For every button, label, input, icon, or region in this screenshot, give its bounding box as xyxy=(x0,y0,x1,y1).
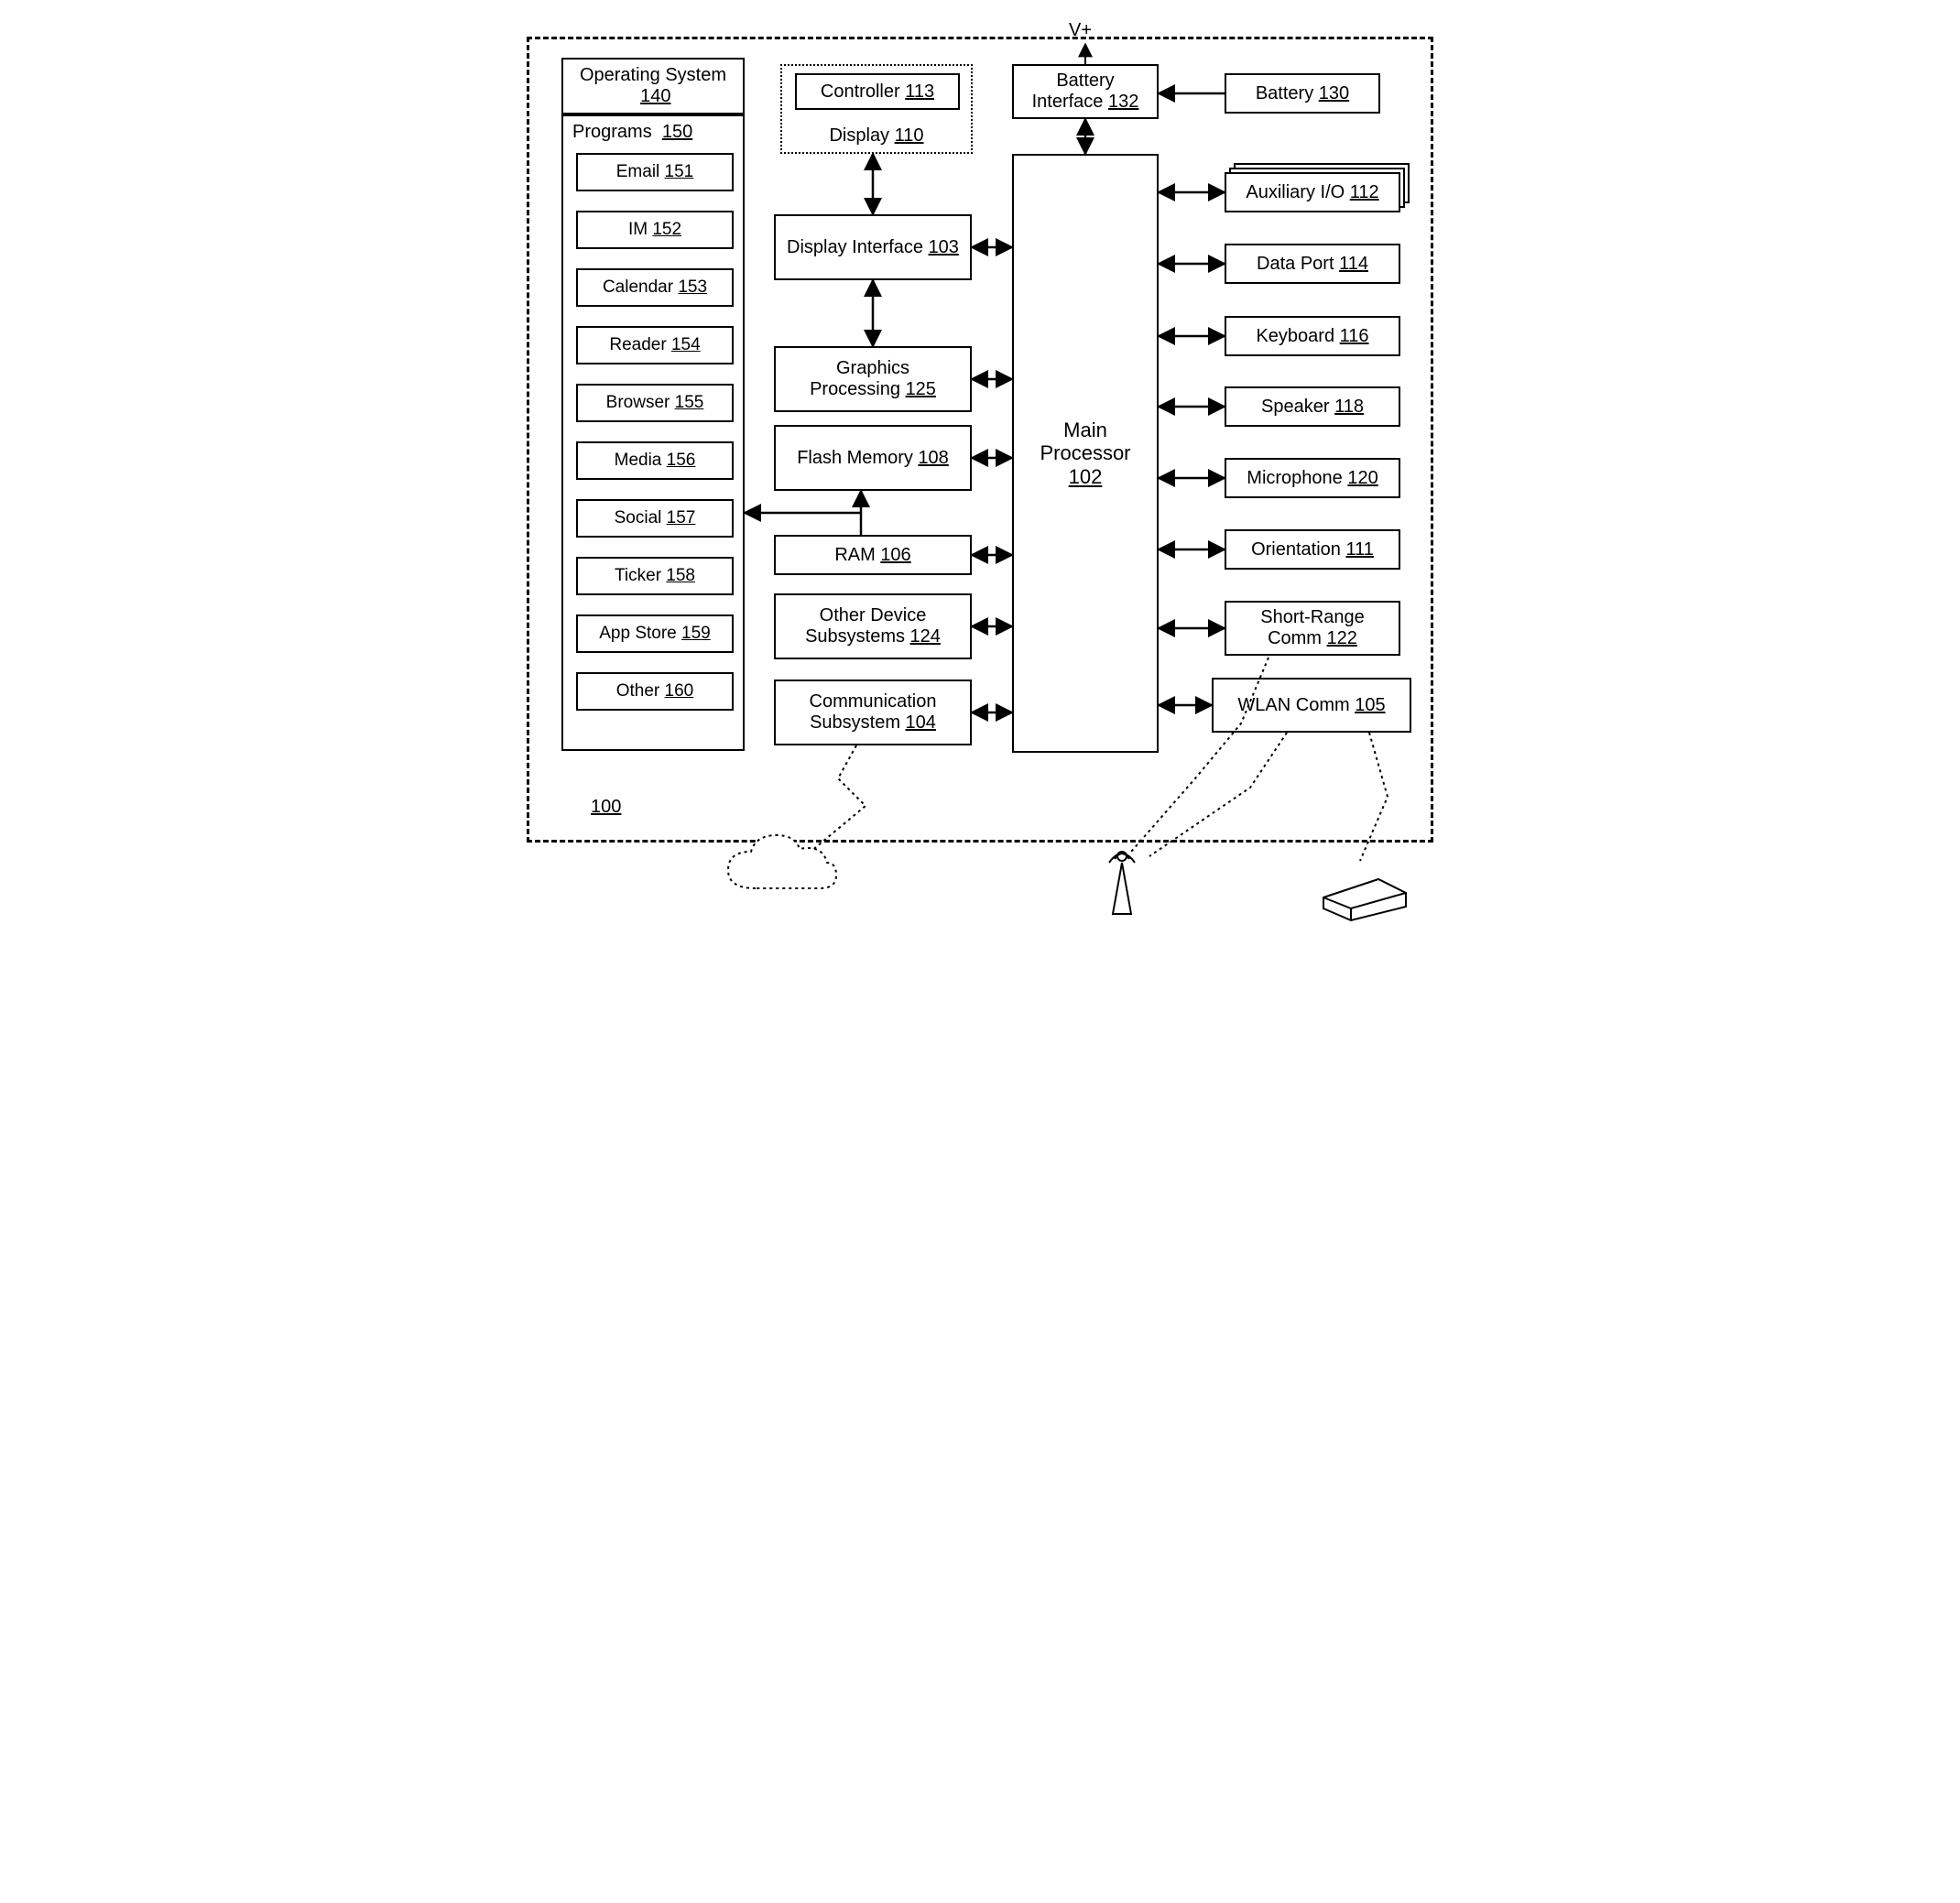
aux_io-box: Auxiliary I/O 112 xyxy=(1225,172,1400,212)
orientation-box: Orientation 111 xyxy=(1225,529,1400,570)
program-item: App Store 159 xyxy=(576,614,734,653)
display-group: Controller 113 Display 110 xyxy=(780,64,973,154)
programs-header: Programs 150 xyxy=(572,122,692,143)
programs-box: Programs 150 Email 151 IM 152 Calendar 153… xyxy=(561,114,745,751)
os-num: 140 xyxy=(640,86,670,106)
program-item: Calendar 153 xyxy=(576,268,734,307)
v-plus-label: V+ xyxy=(1069,20,1092,41)
ram-box: RAM 106 xyxy=(774,535,972,575)
short_range-box: Short-Range Comm 122 xyxy=(1225,601,1400,656)
data_port-box: Data Port 114 xyxy=(1225,244,1400,284)
program-item: Email 151 xyxy=(576,153,734,191)
os-label: Operating System xyxy=(580,65,726,85)
cloud-icon xyxy=(728,835,836,888)
router-icon xyxy=(1323,879,1406,920)
flash-box: Flash Memory 108 xyxy=(774,425,972,491)
graphics-box: Graphics Processing 125 xyxy=(774,346,972,412)
program-item: IM 152 xyxy=(576,211,734,249)
speaker-box: Speaker 118 xyxy=(1225,386,1400,427)
comm_subsys-box: Communication Subsystem 104 xyxy=(774,680,972,745)
program-item: Reader 154 xyxy=(576,326,734,364)
display-label: Display 110 xyxy=(829,125,923,147)
other_subsys-box: Other Device Subsystems 124 xyxy=(774,593,972,659)
wlan-box: WLAN Comm 105 xyxy=(1212,678,1411,733)
program-item: Ticker 158 xyxy=(576,557,734,595)
controller-box: Controller 113 xyxy=(795,73,960,110)
os-box: Operating System 140 xyxy=(561,58,745,114)
diagram-stage: V+ 100 Operating System 140 Programs 150… xyxy=(490,0,1470,952)
program-item: Social 157 xyxy=(576,499,734,538)
program-item: Browser 155 xyxy=(576,384,734,422)
keyboard-box: Keyboard 116 xyxy=(1225,316,1400,356)
program-item: Other 160 xyxy=(576,672,734,711)
battery-interface-box: Battery Interface 132 xyxy=(1012,64,1159,119)
main-processor-box: Main Processor102 xyxy=(1012,154,1159,753)
battery-box: Battery 130 xyxy=(1225,73,1380,114)
program-item: Media 156 xyxy=(576,441,734,480)
display_interface-box: Display Interface 103 xyxy=(774,214,972,280)
microphone-box: Microphone 120 xyxy=(1225,458,1400,498)
tower-icon xyxy=(1109,852,1135,914)
device-ref-label: 100 xyxy=(591,797,621,818)
